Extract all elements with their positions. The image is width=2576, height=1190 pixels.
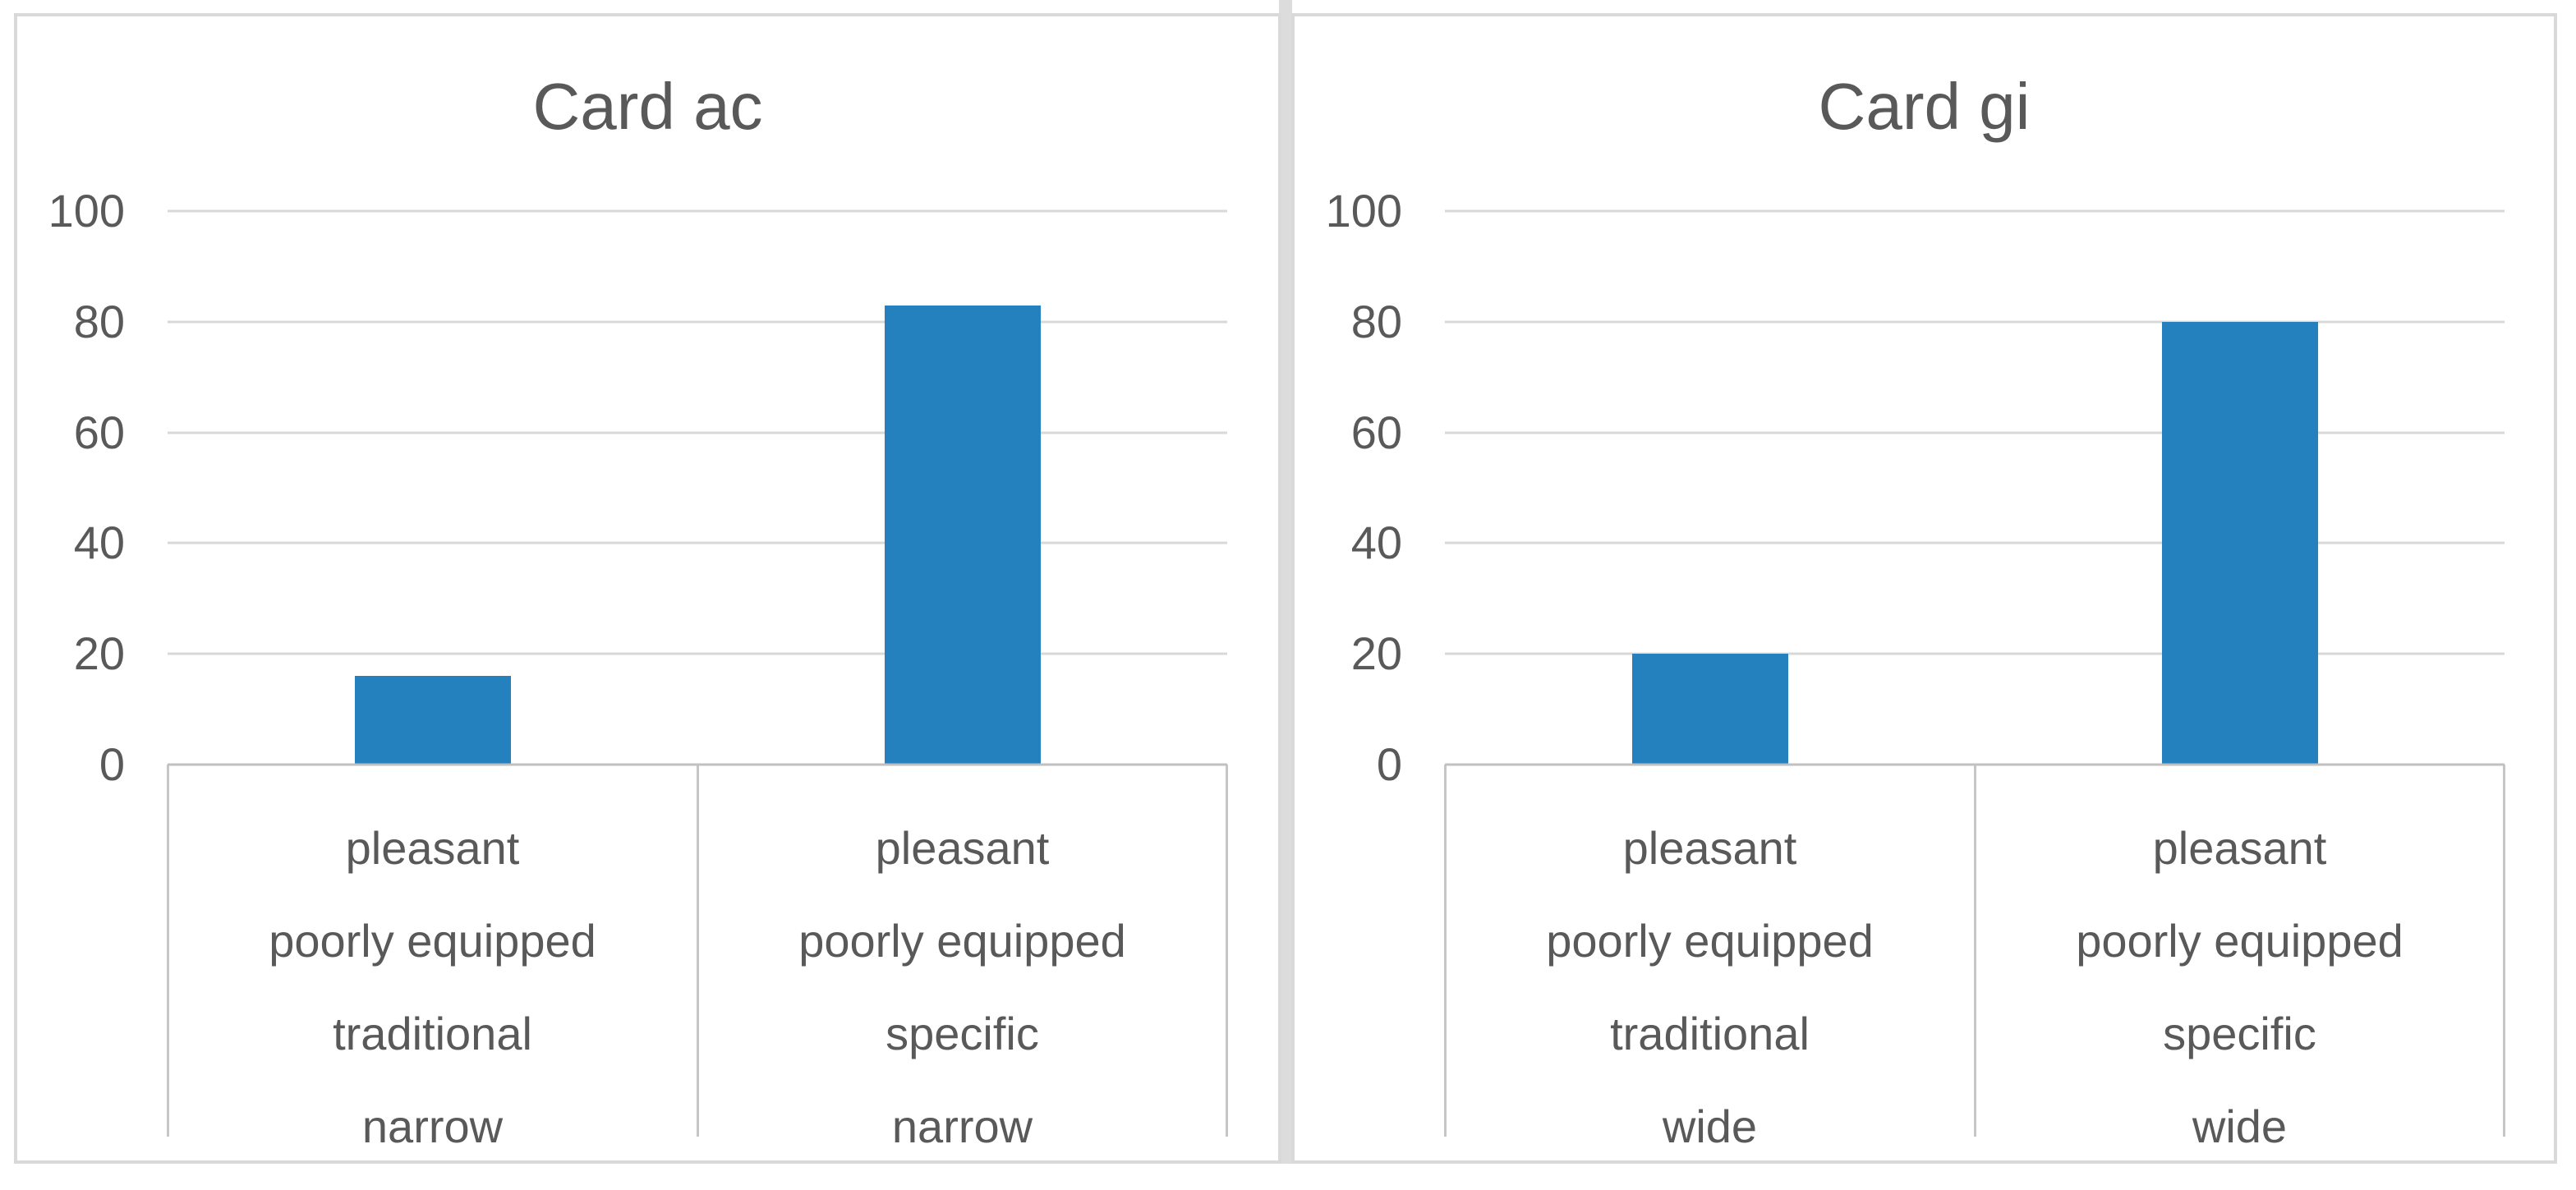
y-tick-label: 100 xyxy=(1325,185,1402,237)
gridline-100 xyxy=(1445,209,2505,213)
category-line: pleasant xyxy=(1622,822,1797,874)
y-tick-label: 60 xyxy=(73,406,125,458)
plot-area: 100 80 60 40 20 0 pleasant poorly equipp… xyxy=(48,188,1228,1152)
gridline-80 xyxy=(1445,320,2505,324)
bar-traditional-narrow xyxy=(354,676,511,765)
category-border-middle xyxy=(697,765,699,1137)
chart-panel-card-gi: Card gi 100 80 60 40 20 0 pleasant p xyxy=(1291,13,2557,1164)
y-tick-label: 0 xyxy=(99,738,125,790)
gridline-40 xyxy=(168,541,1227,544)
x-axis-line xyxy=(168,763,1227,766)
category-line: traditional xyxy=(333,1008,532,1059)
y-tick-label: 80 xyxy=(1350,295,1402,347)
chart-panel-card-ac: Card ac 100 80 60 40 20 0 pleasant p xyxy=(14,13,1281,1164)
gridline-20 xyxy=(168,652,1227,655)
gridline-100 xyxy=(168,209,1227,213)
category-border-right xyxy=(1226,765,1228,1137)
category-axis-table: pleasant poorly equipped traditional wid… xyxy=(1444,765,2505,1152)
category-line: wide xyxy=(1662,1100,1758,1152)
y-tick-label: 100 xyxy=(48,185,125,237)
y-tick-label: 40 xyxy=(73,517,125,569)
panel-divider xyxy=(1279,0,1292,1164)
category-axis-table: pleasant poorly equipped traditional nar… xyxy=(167,765,1228,1152)
category-label-cell: pleasant poorly equipped specific wide xyxy=(1975,765,2505,1152)
category-border-middle xyxy=(1974,765,1976,1137)
category-label-cell: pleasant poorly equipped specific narrow xyxy=(697,765,1227,1152)
category-line: specific xyxy=(886,1008,1039,1059)
category-line: specific xyxy=(2163,1008,2316,1059)
y-tick-label: 20 xyxy=(1350,627,1402,680)
y-tick-label: 20 xyxy=(73,627,125,680)
category-line: pleasant xyxy=(2152,822,2327,874)
category-line: wide xyxy=(2192,1100,2288,1152)
category-border-right xyxy=(2503,765,2505,1137)
category-line: pleasant xyxy=(345,822,520,874)
chart-title: Card ac xyxy=(532,70,763,143)
bar-specific-wide xyxy=(2161,321,2318,765)
bar-specific-narrow xyxy=(884,305,1041,765)
y-tick-label: 0 xyxy=(1376,738,1402,790)
gridline-60 xyxy=(168,431,1227,434)
gridline-80 xyxy=(168,320,1227,324)
category-label-cell: pleasant poorly equipped traditional nar… xyxy=(168,765,697,1152)
bar-traditional-wide xyxy=(1631,654,1788,765)
gridline-60 xyxy=(1445,431,2505,434)
category-line: poorly equipped xyxy=(798,915,1126,967)
category-line: traditional xyxy=(1610,1008,1810,1059)
y-tick-label: 80 xyxy=(73,295,125,347)
x-axis-line xyxy=(1445,763,2505,766)
category-line: poorly equipped xyxy=(1546,915,1874,967)
category-border-left xyxy=(1444,765,1447,1137)
category-line: narrow xyxy=(891,1100,1033,1152)
chart-title: Card gi xyxy=(1818,70,2031,143)
plot-area: 100 80 60 40 20 0 pleasant poorly equipp… xyxy=(1326,188,2505,1152)
y-tick-label: 40 xyxy=(1350,517,1402,569)
category-line: poorly equipped xyxy=(269,915,596,967)
category-line: narrow xyxy=(361,1100,504,1152)
gridline-40 xyxy=(1445,541,2505,544)
category-line: pleasant xyxy=(875,822,1050,874)
category-line: poorly equipped xyxy=(2076,915,2404,967)
gridline-20 xyxy=(1445,652,2505,655)
y-tick-label: 60 xyxy=(1350,406,1402,458)
category-border-left xyxy=(167,765,169,1137)
category-label-cell: pleasant poorly equipped traditional wid… xyxy=(1445,765,1975,1152)
